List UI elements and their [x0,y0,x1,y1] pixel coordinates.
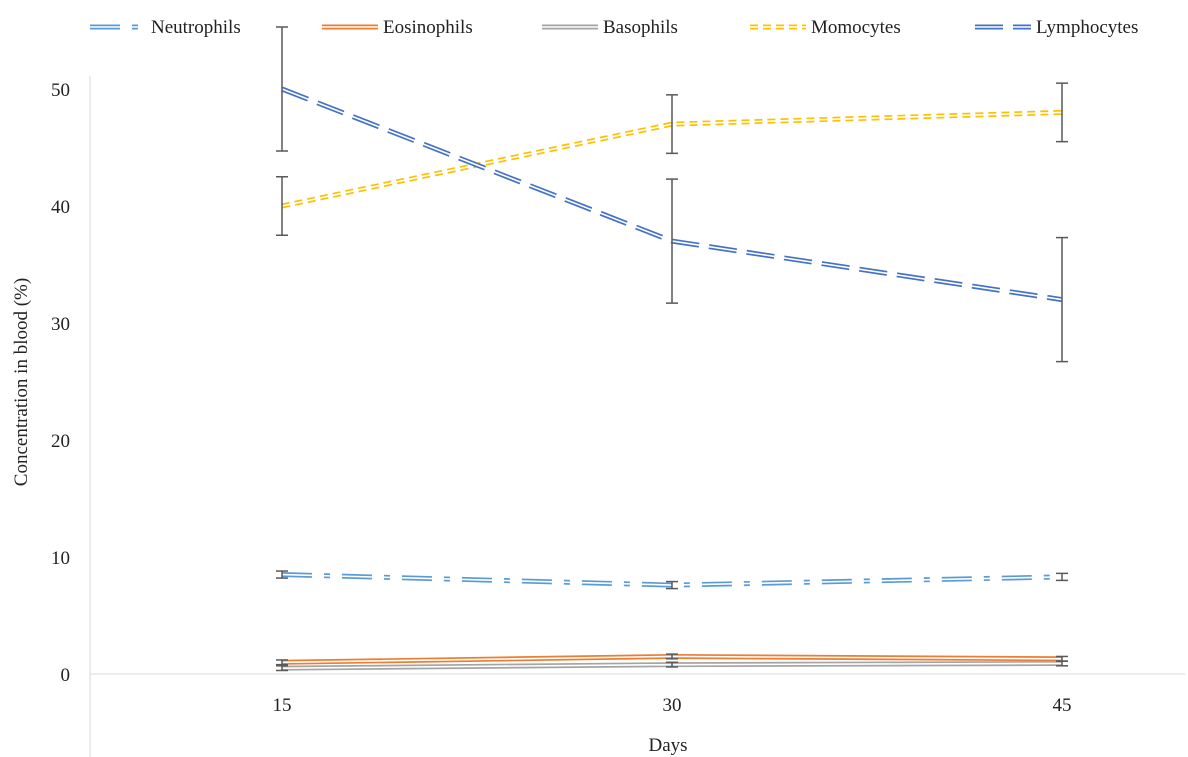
error-bar [1056,572,1068,582]
legend-item-lymphocytes: Lymphocytes [975,17,1138,38]
legend-item-momocytes: Momocytes [750,17,901,38]
legend-label: Neutrophils [151,17,241,38]
error-bar [666,178,678,304]
error-bar [666,580,678,590]
legend-label: Momocytes [811,17,901,38]
y-tick-label: 10 [51,548,70,569]
x-axis-title: Days [648,735,687,756]
y-tick-label: 40 [51,197,70,218]
y-tick-label: 0 [61,665,71,686]
legend: Neutrophils Eosinophils Basophils Momocytes… [90,17,1138,38]
error-bar [1056,660,1068,667]
error-bar [666,653,678,660]
legend-item-eosinophils: Eosinophils [322,17,473,38]
x-tick-labels: 15 30 45 [273,695,1072,716]
x-tick-label: 45 [1053,695,1072,716]
y-axis-title: Concentration in blood (%) [11,278,32,486]
error-bar [1056,82,1068,143]
error-bar [666,94,678,155]
error-bar [276,659,288,666]
x-tick-label: 15 [273,695,292,716]
axes [89,76,1185,757]
y-tick-label: 50 [51,80,70,101]
error-bar [666,661,678,668]
error-bar [276,176,288,236]
x-tick-label: 30 [663,695,682,716]
legend-label: Lymphocytes [1036,17,1138,38]
legend-item-neutrophils: Neutrophils [90,17,241,38]
error-bar [276,665,288,672]
legend-label: Eosinophils [383,17,473,38]
error-bar [276,26,288,152]
error-bar [276,570,288,579]
legend-label: Basophils [603,17,678,38]
y-tick-label: 30 [51,314,70,335]
y-tick-label: 20 [51,431,70,452]
legend-item-basophils: Basophils [542,17,678,38]
error-bar [1056,236,1068,363]
error-bars [276,26,1068,672]
y-tick-labels: 0 10 20 30 40 50 [51,80,70,686]
